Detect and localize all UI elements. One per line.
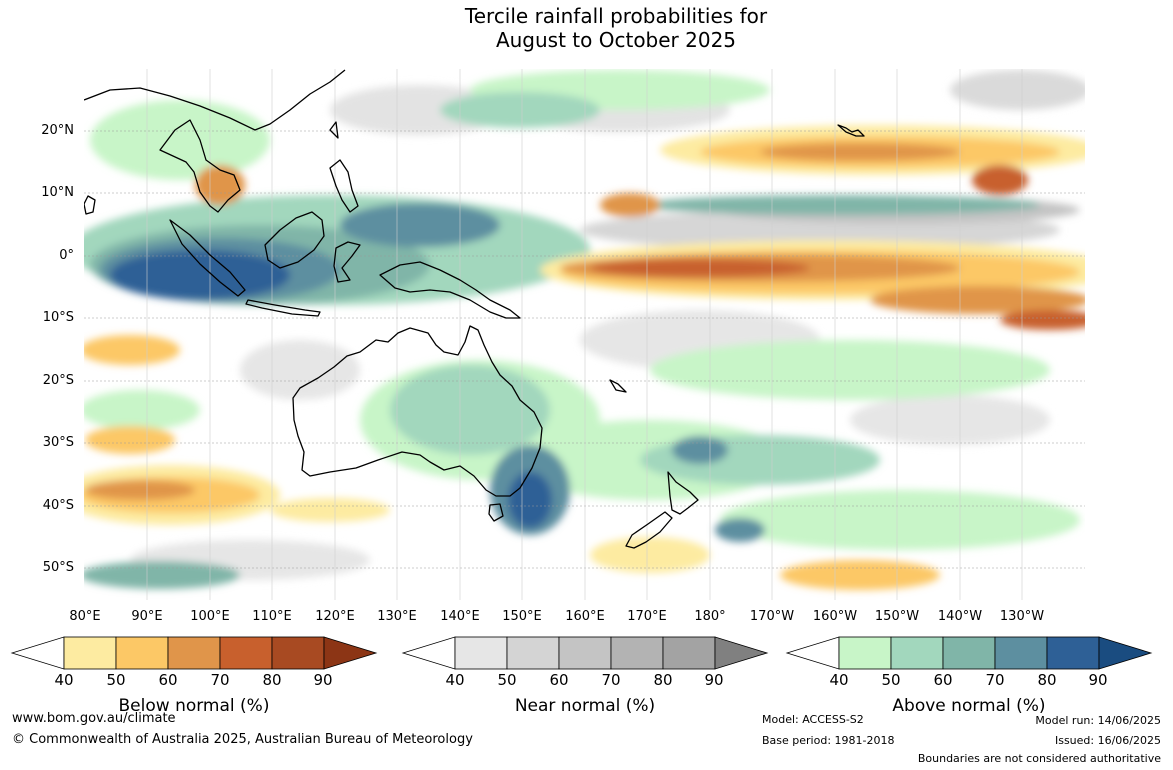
colorbar-tick: 70 <box>210 671 230 689</box>
lat-label: 50°S <box>42 560 74 575</box>
colorbar-segment <box>610 636 664 670</box>
lon-label: 170°W <box>749 609 795 624</box>
model-name: Model: ACCESS-S2 <box>762 713 864 726</box>
rainfall-probability-map <box>84 69 1085 600</box>
lon-label: 140°E <box>440 609 480 624</box>
lon-label: 130°E <box>377 609 417 624</box>
colorbar-segment <box>558 636 612 670</box>
colorbar-segment <box>219 636 273 670</box>
lon-label: 180° <box>694 609 726 624</box>
colorbar-extend-high <box>714 636 769 670</box>
colorbar-segment <box>271 636 325 670</box>
sumatra-coastline <box>169 219 246 297</box>
lon-label: 130°W <box>999 609 1045 624</box>
colorbar-segment <box>167 636 221 670</box>
lat-label: 40°S <box>42 498 74 513</box>
philippines-coastline <box>329 159 359 213</box>
lat-label: 20°N <box>41 123 74 138</box>
colorbar-segment <box>63 636 117 670</box>
above-normal-title: Above normal (%) <box>892 696 1046 716</box>
colorbar-segment <box>994 636 1048 670</box>
new-guinea-coastline <box>379 261 521 319</box>
colorbar-tick: 90 <box>1088 671 1108 689</box>
lon-label: 110°E <box>252 609 292 624</box>
copyright-text: © Commonwealth of Australia 2025, Austra… <box>12 732 473 747</box>
colorbar-tick: 40 <box>445 671 465 689</box>
colorbar-tick: 70 <box>601 671 621 689</box>
boundary-disclaimer: Boundaries are not considered authoritat… <box>917 752 1161 765</box>
near-normal-title: Near normal (%) <box>514 696 656 716</box>
lon-label: 90°E <box>131 609 163 624</box>
lon-label: 170°E <box>627 609 667 624</box>
lon-label: 160°W <box>812 609 858 624</box>
colorbar-extend-high <box>323 636 378 670</box>
lat-label: 10°S <box>42 310 74 325</box>
asia-coastline <box>84 69 346 131</box>
colorbar-segment <box>115 636 169 670</box>
gridlines <box>84 130 1085 569</box>
colorbar-tick: 60 <box>933 671 953 689</box>
lon-label: 150°E <box>502 609 542 624</box>
title-line-2: August to October 2025 <box>495 28 737 52</box>
colorbar-tick: 40 <box>829 671 849 689</box>
fiji-coastline <box>609 379 627 393</box>
lon-label: 150°W <box>874 609 920 624</box>
lon-label: 120°E <box>315 609 355 624</box>
lon-label: 100°E <box>190 609 230 624</box>
colorbar-extend-low <box>10 636 65 670</box>
indochina-coastline <box>159 119 241 213</box>
colorbar-segment <box>838 636 892 670</box>
new-zealand-north-coastline <box>667 471 699 515</box>
probability-field <box>84 70 1085 590</box>
lat-label: 10°N <box>41 185 74 200</box>
new-zealand-south-coastline <box>625 511 673 549</box>
colorbar-tick: 60 <box>549 671 569 689</box>
taiwan-coastline <box>329 121 339 139</box>
lat-label: 0° <box>59 248 74 263</box>
lon-label: 140°W <box>937 609 983 624</box>
base-period: Base period: 1981-2018 <box>762 734 895 747</box>
australia-coastline <box>292 325 543 497</box>
colorbar-segment <box>454 636 508 670</box>
java-coastline <box>245 299 321 317</box>
sri-lanka-coastline <box>84 195 96 215</box>
colorbar-segment <box>506 636 560 670</box>
colorbar-tick: 90 <box>313 671 333 689</box>
hawaii-coastline <box>837 124 865 137</box>
colorbar-extend-low <box>785 636 840 670</box>
lon-label: 80°E <box>69 609 101 624</box>
lat-label: 30°S <box>42 435 74 450</box>
lat-label: 20°S <box>42 373 74 388</box>
colorbar-extend-high <box>1098 636 1153 670</box>
map-title: Tercile rainfall probabilities for Augus… <box>0 4 1173 52</box>
colorbar-tick: 40 <box>54 671 74 689</box>
colorbar-tick: 50 <box>881 671 901 689</box>
below-normal-title: Below normal (%) <box>118 696 270 716</box>
colorbar-tick: 60 <box>158 671 178 689</box>
tasmania-coastline <box>488 503 504 522</box>
colorbar-tick: 70 <box>985 671 1005 689</box>
colorbar-tick: 50 <box>106 671 126 689</box>
below-normal-colorbar <box>10 636 378 670</box>
colorbar-segment <box>890 636 944 670</box>
website-link[interactable]: www.bom.gov.au/climate <box>12 711 176 726</box>
near-normal-colorbar <box>401 636 769 670</box>
colorbar-tick: 80 <box>653 671 673 689</box>
model-run-date: Model run: 14/06/2025 <box>1035 714 1161 727</box>
colorbar-segment <box>942 636 996 670</box>
colorbar-tick: 50 <box>497 671 517 689</box>
above-normal-colorbar <box>785 636 1153 670</box>
colorbar-extend-low <box>401 636 456 670</box>
colorbar-tick: 90 <box>704 671 724 689</box>
issued-date: Issued: 16/06/2025 <box>1054 734 1161 747</box>
colorbar-tick: 80 <box>1037 671 1057 689</box>
sulawesi-coastline <box>333 241 361 283</box>
colorbar-tick: 80 <box>262 671 282 689</box>
borneo-coastline <box>264 211 325 269</box>
lon-label: 160°E <box>565 609 605 624</box>
colorbar-segment <box>662 636 716 670</box>
colorbar-segment <box>1046 636 1100 670</box>
coastlines <box>84 69 865 549</box>
title-line-1: Tercile rainfall probabilities for <box>464 4 768 28</box>
